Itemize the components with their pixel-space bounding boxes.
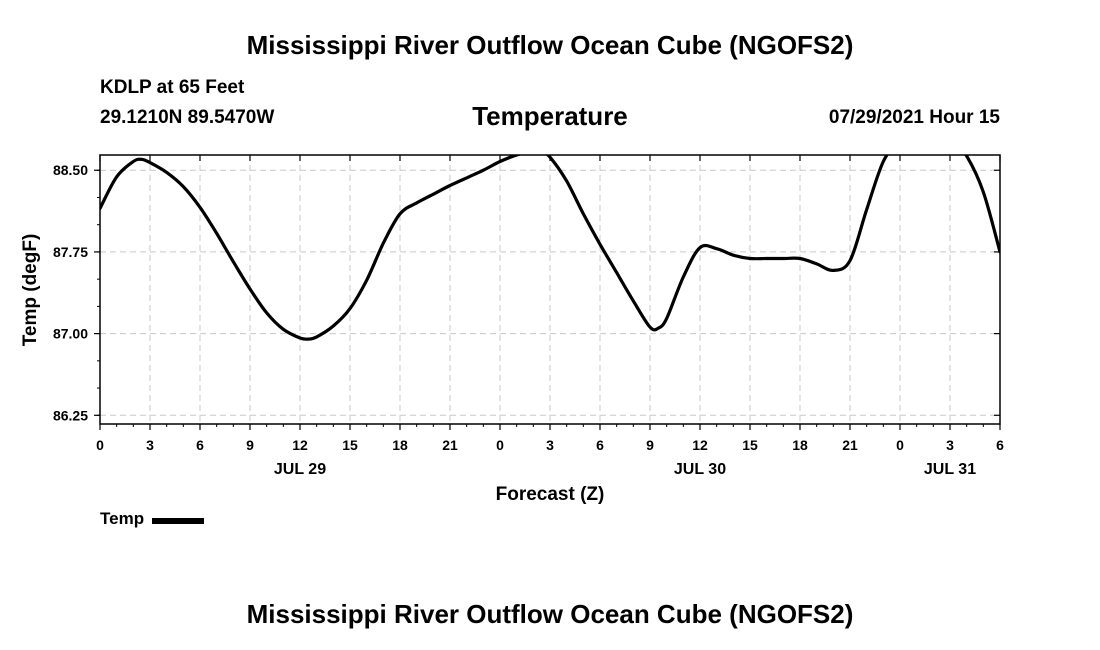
x-tick-label: 9 (246, 437, 254, 453)
station-label: KDLP at 65 Feet (100, 77, 245, 98)
series-layer (100, 155, 1000, 341)
day-label: JUL 29 (274, 461, 326, 478)
chart-main-title: Mississippi River Outflow Ocean Cube (NG… (246, 30, 854, 60)
forecast-datetime: 07/29/2021 Hour 15 (828, 107, 1000, 128)
axis-labels: 0 3 6 9 12 15 18 21 0 3 6 9 12 15 18 21 0 3 6 86.25 87.00 87.… (53, 162, 1004, 478)
station-coordinates: 29.1210N 89.5470W (100, 107, 275, 128)
x-tick-label: 0 (96, 437, 104, 453)
legend-label: Temp (100, 509, 145, 528)
x-tick-label: 21 (842, 437, 858, 453)
day-label: JUL 30 (674, 461, 726, 478)
x-tick-label: 3 (946, 437, 954, 453)
x-tick-label: 15 (342, 437, 358, 453)
x-tick-label: 12 (292, 437, 308, 453)
x-axis-title: Forecast (Z) (496, 484, 605, 505)
day-label: JUL 31 (924, 461, 976, 478)
x-tick-label: 6 (196, 437, 204, 453)
axis-ticks (94, 155, 1001, 430)
x-tick-label: 9 (646, 437, 654, 453)
chart-footer-title: Mississippi River Outflow Ocean Cube (NG… (246, 599, 854, 629)
x-tick-label: 21 (442, 437, 458, 453)
x-tick-label: 18 (792, 437, 808, 453)
x-tick-label: 3 (146, 437, 154, 453)
legend: Temp (100, 509, 205, 529)
x-tick-label: 6 (996, 437, 1004, 453)
x-tick-label: 0 (496, 437, 504, 453)
y-tick-label: 87.75 (53, 244, 88, 260)
y-tick-label: 87.00 (53, 326, 88, 342)
x-tick-label: 18 (392, 437, 408, 453)
grid-lines (100, 155, 1000, 424)
y-axis-title: Temp (degF) (20, 234, 41, 347)
y-tick-label: 86.25 (53, 407, 88, 423)
variable-title: Temperature (472, 101, 628, 131)
y-tick-label: 88.50 (53, 162, 88, 178)
x-tick-label: 3 (546, 437, 554, 453)
series-line-temp (100, 155, 1000, 341)
x-tick-label: 0 (896, 437, 904, 453)
x-tick-label: 15 (742, 437, 758, 453)
x-tick-label: 6 (596, 437, 604, 453)
legend-swatch (152, 517, 205, 524)
x-tick-label: 12 (692, 437, 708, 453)
